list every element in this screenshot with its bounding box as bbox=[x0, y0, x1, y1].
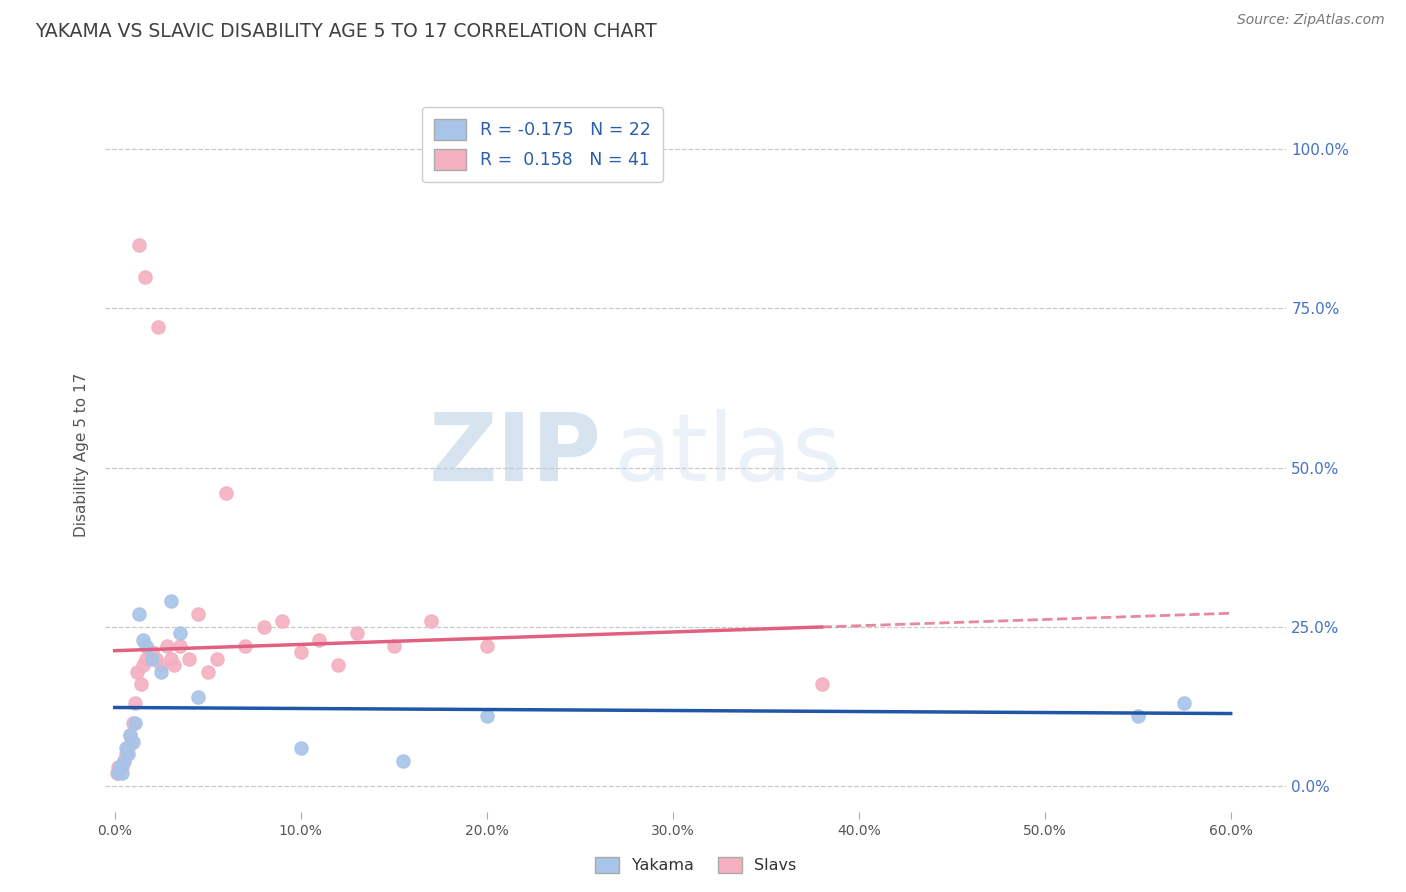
Point bbox=[128, 237, 150, 252]
Point bbox=[159, 652, 181, 666]
Point bbox=[124, 697, 146, 711]
Point bbox=[150, 658, 173, 673]
Point bbox=[107, 766, 129, 780]
Point bbox=[475, 709, 498, 723]
Point bbox=[215, 486, 238, 500]
Point bbox=[233, 639, 256, 653]
Point bbox=[105, 766, 128, 780]
Point bbox=[111, 766, 134, 780]
Point bbox=[346, 626, 368, 640]
Legend: Yakama, Slavs: Yakama, Slavs bbox=[589, 850, 803, 880]
Legend: R = -0.175   N = 22, R =  0.158   N = 41: R = -0.175 N = 22, R = 0.158 N = 41 bbox=[422, 107, 662, 182]
Point bbox=[110, 760, 132, 774]
Point bbox=[112, 754, 135, 768]
Point bbox=[150, 665, 173, 679]
Point bbox=[115, 747, 138, 762]
Point bbox=[382, 639, 405, 653]
Point bbox=[111, 760, 134, 774]
Point bbox=[131, 658, 153, 673]
Point bbox=[252, 620, 274, 634]
Text: atlas: atlas bbox=[613, 409, 842, 501]
Point bbox=[141, 645, 163, 659]
Text: Source: ZipAtlas.com: Source: ZipAtlas.com bbox=[1237, 13, 1385, 28]
Point bbox=[205, 652, 228, 666]
Point bbox=[117, 741, 139, 756]
Point bbox=[122, 715, 145, 730]
Point bbox=[271, 614, 294, 628]
Point bbox=[187, 690, 209, 704]
Point bbox=[115, 741, 138, 756]
Point bbox=[159, 594, 181, 608]
Point bbox=[326, 658, 349, 673]
Point bbox=[146, 320, 169, 334]
Point bbox=[1126, 709, 1149, 723]
Point bbox=[156, 639, 179, 653]
Point bbox=[118, 728, 141, 742]
Point bbox=[145, 652, 167, 666]
Point bbox=[179, 652, 201, 666]
Point bbox=[308, 632, 330, 647]
Point bbox=[392, 754, 415, 768]
Point bbox=[107, 760, 129, 774]
Y-axis label: Disability Age 5 to 17: Disability Age 5 to 17 bbox=[75, 373, 90, 537]
Point bbox=[187, 607, 209, 622]
Point bbox=[129, 677, 152, 691]
Point bbox=[124, 715, 146, 730]
Point bbox=[122, 734, 145, 748]
Point bbox=[134, 269, 156, 284]
Point bbox=[125, 665, 148, 679]
Point bbox=[1173, 697, 1195, 711]
Point bbox=[290, 741, 312, 756]
Point bbox=[135, 639, 157, 653]
Point bbox=[169, 626, 191, 640]
Point bbox=[135, 652, 157, 666]
Point bbox=[121, 734, 143, 748]
Point bbox=[197, 665, 219, 679]
Text: ZIP: ZIP bbox=[429, 409, 602, 501]
Point bbox=[131, 632, 153, 647]
Point bbox=[169, 639, 191, 653]
Point bbox=[117, 747, 139, 762]
Text: YAKAMA VS SLAVIC DISABILITY AGE 5 TO 17 CORRELATION CHART: YAKAMA VS SLAVIC DISABILITY AGE 5 TO 17 … bbox=[35, 22, 657, 41]
Point bbox=[163, 658, 186, 673]
Point bbox=[141, 652, 163, 666]
Point bbox=[128, 607, 150, 622]
Point bbox=[810, 677, 832, 691]
Point bbox=[419, 614, 441, 628]
Point bbox=[110, 760, 132, 774]
Point bbox=[118, 728, 141, 742]
Point bbox=[475, 639, 498, 653]
Point bbox=[112, 754, 135, 768]
Point bbox=[290, 645, 312, 659]
